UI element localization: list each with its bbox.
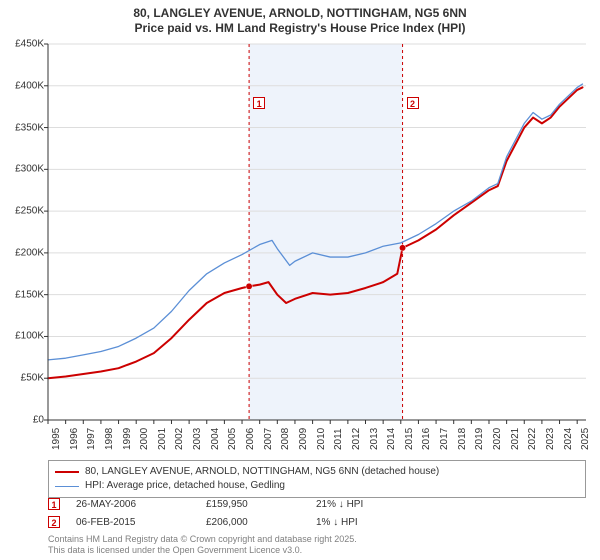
event-marker-2: 2 [407, 97, 419, 109]
x-tick-label: 2014 [386, 428, 397, 450]
y-tick-label: £350K [0, 122, 44, 133]
legend: 80, LANGLEY AVENUE, ARNOLD, NOTTINGHAM, … [48, 460, 586, 498]
x-tick-label: 2015 [404, 428, 415, 450]
chart-area [48, 44, 586, 420]
x-tick-label: 2012 [351, 428, 362, 450]
attribution-line-2: This data is licensed under the Open Gov… [48, 545, 357, 556]
x-tick-label: 2002 [174, 428, 185, 450]
x-tick-label: 1999 [122, 428, 133, 450]
x-tick-label: 2008 [280, 428, 291, 450]
y-tick-label: £50K [0, 373, 44, 384]
x-tick-label: 1995 [51, 428, 62, 450]
x-tick-label: 2024 [563, 428, 574, 450]
x-tick-label: 2009 [298, 428, 309, 450]
x-tick-label: 2022 [527, 428, 538, 450]
legend-swatch [55, 486, 79, 487]
legend-label: 80, LANGLEY AVENUE, ARNOLD, NOTTINGHAM, … [85, 465, 439, 479]
x-tick-label: 2025 [580, 428, 591, 450]
annotation-date: 26-MAY-2006 [76, 499, 206, 510]
y-tick-label: £400K [0, 80, 44, 91]
legend-swatch [55, 471, 79, 473]
chart-container: 80, LANGLEY AVENUE, ARNOLD, NOTTINGHAM, … [0, 0, 600, 560]
x-tick-label: 2021 [510, 428, 521, 450]
x-tick-label: 2007 [263, 428, 274, 450]
title-line-1: 80, LANGLEY AVENUE, ARNOLD, NOTTINGHAM, … [0, 6, 600, 21]
title-block: 80, LANGLEY AVENUE, ARNOLD, NOTTINGHAM, … [0, 0, 600, 36]
x-tick-label: 2020 [492, 428, 503, 450]
y-tick-label: £200K [0, 247, 44, 258]
legend-label: HPI: Average price, detached house, Gedl… [85, 479, 285, 493]
x-tick-label: 2013 [369, 428, 380, 450]
y-tick-label: £0 [0, 415, 44, 426]
y-tick-label: £150K [0, 289, 44, 300]
attribution-line-1: Contains HM Land Registry data © Crown c… [48, 534, 357, 545]
x-tick-label: 1997 [86, 428, 97, 450]
y-tick-label: £300K [0, 164, 44, 175]
x-tick-label: 2001 [157, 428, 168, 450]
x-tick-label: 2005 [227, 428, 238, 450]
title-line-2: Price paid vs. HM Land Registry's House … [0, 21, 600, 36]
x-tick-label: 2011 [333, 428, 344, 450]
annotation-row: 2 06-FEB-2015£206,0001% ↓ HPI [48, 514, 586, 530]
x-tick-label: 2004 [210, 428, 221, 450]
legend-item: HPI: Average price, detached house, Gedl… [55, 479, 579, 493]
x-tick-label: 2023 [545, 428, 556, 450]
x-tick-label: 2018 [457, 428, 468, 450]
annotation-row: 1 26-MAY-2006£159,95021% ↓ HPI [48, 496, 586, 512]
annotation-marker: 2 [48, 516, 60, 528]
y-tick-label: £450K [0, 39, 44, 50]
x-tick-label: 2017 [439, 428, 450, 450]
x-tick-label: 2010 [316, 428, 327, 450]
line-chart [48, 44, 586, 420]
legend-item: 80, LANGLEY AVENUE, ARNOLD, NOTTINGHAM, … [55, 465, 579, 479]
x-tick-label: 2016 [421, 428, 432, 450]
annotation-price: £206,000 [206, 517, 316, 528]
y-tick-label: £100K [0, 331, 44, 342]
annotation-delta: 1% ↓ HPI [316, 517, 426, 528]
annotation-delta: 21% ↓ HPI [316, 499, 426, 510]
annotation-marker: 1 [48, 498, 60, 510]
x-tick-label: 2019 [474, 428, 485, 450]
x-tick-label: 2000 [139, 428, 150, 450]
attribution: Contains HM Land Registry data © Crown c… [48, 534, 357, 556]
y-tick-label: £250K [0, 206, 44, 217]
sale-annotations: 1 26-MAY-2006£159,95021% ↓ HPI 2 06-FEB-201… [48, 496, 586, 532]
x-tick-label: 1998 [104, 428, 115, 450]
x-tick-label: 2006 [245, 428, 256, 450]
annotation-date: 06-FEB-2015 [76, 517, 206, 528]
x-tick-label: 1996 [69, 428, 80, 450]
annotation-price: £159,950 [206, 499, 316, 510]
x-tick-label: 2003 [192, 428, 203, 450]
event-marker-1: 1 [253, 97, 265, 109]
